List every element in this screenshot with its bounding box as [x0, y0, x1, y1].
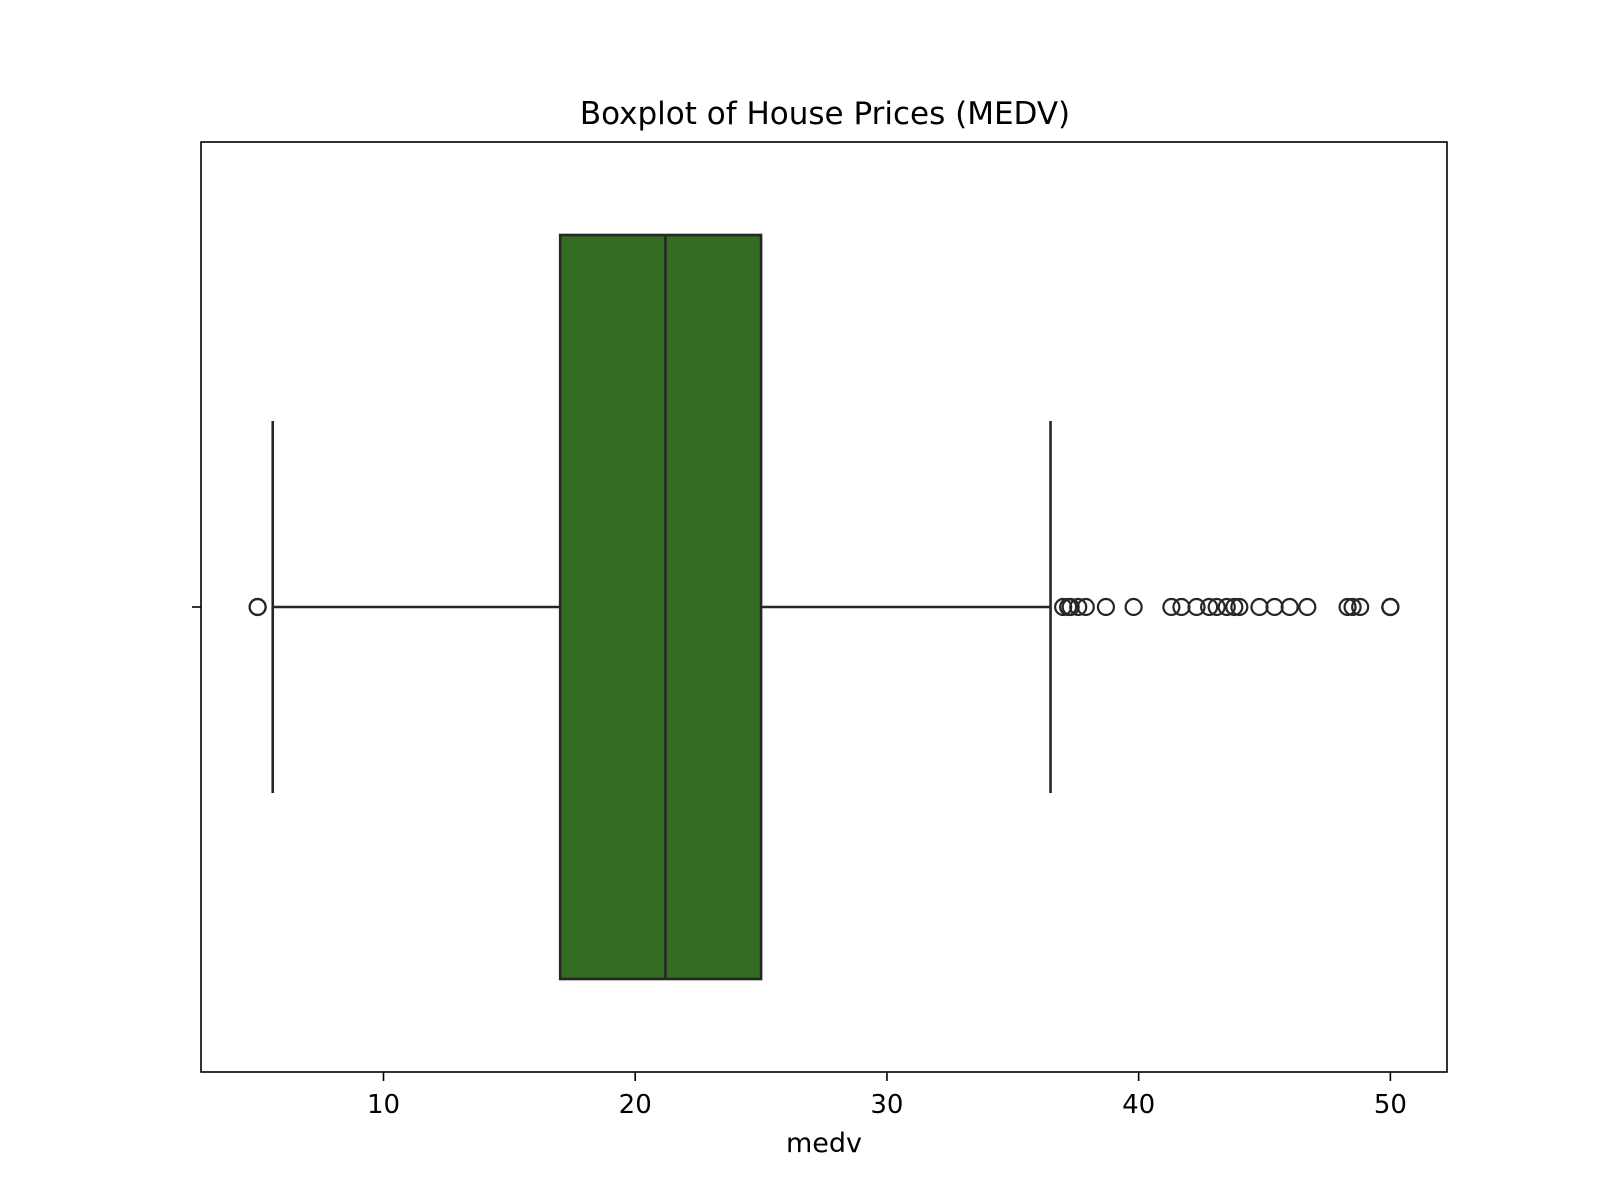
- outlier-point: [1207, 597, 1226, 617]
- outlier-point: [1162, 597, 1181, 617]
- outlier-point: [1230, 597, 1249, 617]
- plot-area: [248, 233, 1400, 981]
- outlier-point: [1225, 597, 1244, 617]
- outlier-point: [1096, 597, 1116, 617]
- outlier-point: [1265, 597, 1284, 617]
- outlier-point: [1298, 597, 1317, 617]
- outlier-point: [1076, 597, 1095, 617]
- outlier-point: [1172, 597, 1191, 617]
- chart-title: Boxplot of House Prices (MEDV): [580, 96, 1070, 132]
- outlier-point: [1351, 597, 1370, 617]
- outlier-point: [1280, 597, 1299, 617]
- outlier-point: [1187, 597, 1206, 617]
- outlier-point: [1343, 597, 1362, 617]
- iqr-box: [558, 233, 763, 981]
- x-axis-label: medv: [786, 1128, 862, 1159]
- outlier-point: [1200, 597, 1219, 617]
- outlier-point: [1069, 597, 1088, 617]
- outlier-point: [1338, 597, 1357, 617]
- outlier-point: [248, 597, 267, 617]
- x-tick-label: 10: [367, 1090, 400, 1120]
- x-tick-label: 40: [1122, 1090, 1155, 1120]
- x-tick-label: 50: [1374, 1090, 1407, 1120]
- outlier-point: [1124, 597, 1143, 617]
- x-axis: 10 20 30 40 50: [192, 606, 1407, 1120]
- outlier-point: [1217, 597, 1236, 617]
- x-tick-label: 30: [870, 1090, 903, 1120]
- outlier-point: [1381, 597, 1400, 617]
- outlier-point: [1250, 597, 1269, 617]
- x-tick-label: 20: [619, 1090, 652, 1120]
